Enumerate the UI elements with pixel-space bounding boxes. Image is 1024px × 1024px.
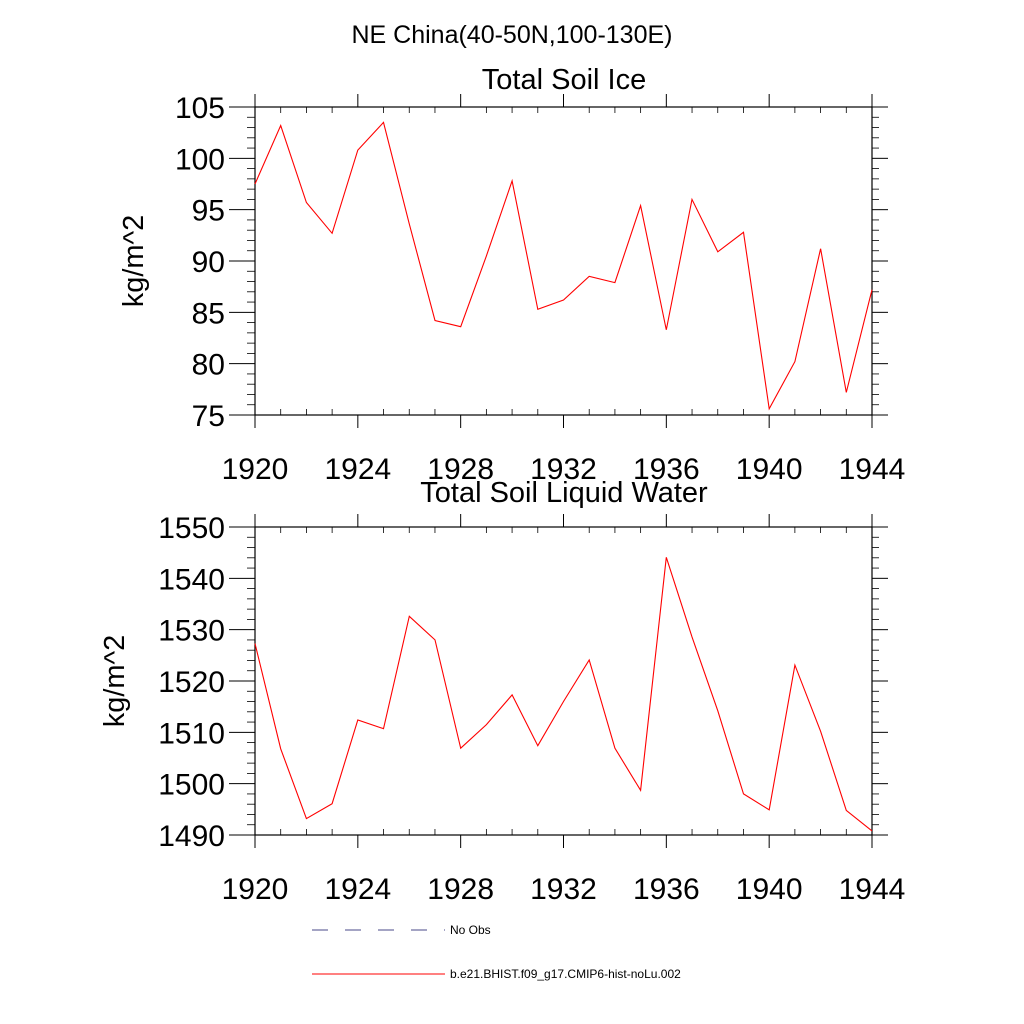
y-axis-label: kg/m^2 [118,215,150,308]
x-tick-label: 1936 [633,873,700,906]
y-tick-label: 1510 [158,717,225,750]
legend-label-no-obs: No Obs [450,923,491,937]
y-tick-label: 80 [192,349,225,382]
x-tick-label: 1932 [530,873,597,906]
series-line [254,121,873,411]
series-line [254,557,873,832]
panel-title: Total Soil Ice [482,64,646,96]
x-tick-label: 1944 [839,453,906,486]
y-tick-label: 90 [192,246,225,279]
y-tick-label: 95 [192,195,225,228]
y-tick-label: 105 [175,92,225,125]
panel-title: Total Soil Liquid Water [420,477,708,509]
x-tick-label: 1928 [427,873,494,906]
y-tick-label: 1500 [158,769,225,802]
y-tick-label: 85 [192,297,225,330]
x-tick-label: 1940 [736,453,803,486]
x-tick-label: 1924 [324,453,391,486]
legend: No Obs b.e21.BHIST.f09_g17.CMIP6-hist-no… [312,923,681,981]
y-tick-label: 1550 [158,512,225,545]
y-tick-label: 1540 [158,563,225,596]
x-tick-label: 1936 [633,453,700,486]
y-tick-label: 1520 [158,666,225,699]
x-tick-label: 1932 [530,453,597,486]
y-axis-label: kg/m^2 [99,635,131,728]
panel-soil-ice: Total Soil Ice kg/m^2 1920 1924 1928 1932 19… [118,64,905,486]
figure-title: NE China(40-50N,100-130E) [351,21,672,49]
plot-frame [254,106,873,416]
y-tick-label: 75 [192,400,225,433]
x-tick-label: 1924 [324,873,391,906]
legend-label-model: b.e21.BHIST.f09_g17.CMIP6-hist-noLu.002 [450,967,681,981]
x-tick-label: 1928 [427,453,494,486]
x-tick-label: 1944 [839,873,906,906]
y-tick-label: 1530 [158,615,225,648]
x-tick-label: 1940 [736,873,803,906]
y-tick-label: 1490 [158,820,225,853]
y-tick-label: 100 [175,143,225,176]
panel-soil-liquid-water: Total Soil Liquid Water kg/m^2 1920 1924 1… [99,477,905,906]
x-tick-label: 1920 [222,873,289,906]
plot-frame [254,526,873,836]
x-tick-label: 1920 [222,453,289,486]
